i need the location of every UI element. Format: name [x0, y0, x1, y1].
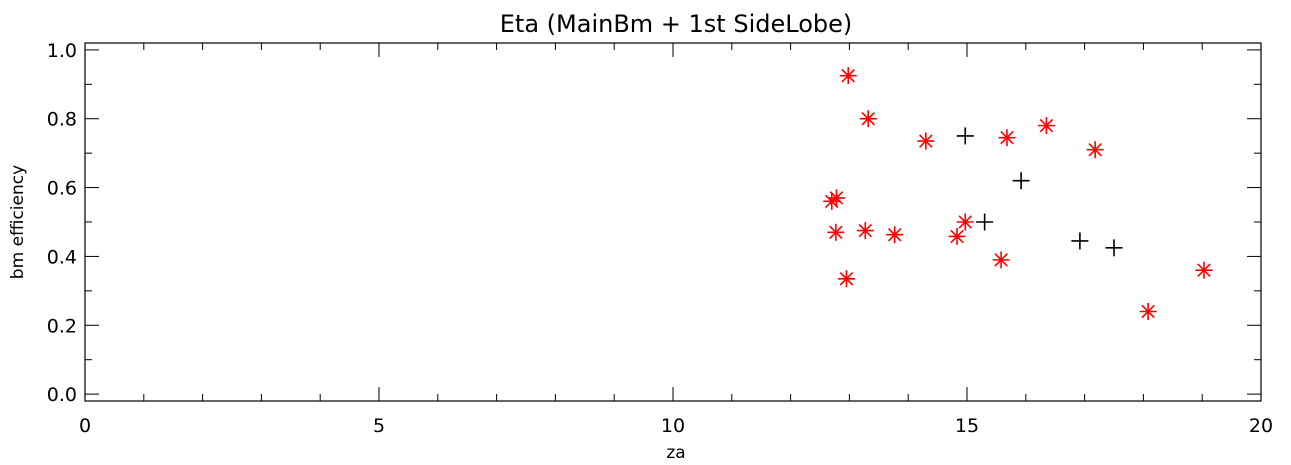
- plus-marker: [1071, 232, 1089, 250]
- x-tick-label: 20: [1249, 415, 1273, 437]
- asterisk-marker: [837, 270, 855, 288]
- data-points: [823, 67, 1213, 320]
- asterisk-marker: [948, 227, 966, 245]
- plus-marker: [1105, 239, 1123, 257]
- plot-frame: [84, 42, 1262, 402]
- asterisk-marker: [856, 222, 874, 240]
- y-tick-label: 1.0: [47, 40, 77, 62]
- asterisk-marker: [992, 251, 1010, 269]
- x-axis-ticks: [84, 43, 1262, 401]
- y-axis-ticks: [85, 49, 1261, 395]
- asterisk-marker: [886, 226, 904, 244]
- asterisk-marker: [917, 132, 935, 150]
- plus-marker: [1012, 172, 1030, 190]
- plus-marker: [956, 127, 974, 145]
- x-axis-tick-labels: 0 5 10 15 20: [79, 415, 1273, 437]
- asterisk-marker: [859, 110, 877, 128]
- y-tick-label: 0.4: [47, 246, 77, 268]
- asterisk-marker: [956, 213, 974, 231]
- asterisk-marker: [827, 223, 845, 241]
- asterisk-marker: [1139, 303, 1157, 320]
- asterisk-marker: [1037, 117, 1055, 135]
- x-axis-label: za: [666, 443, 685, 463]
- asterisk-marker: [998, 129, 1016, 147]
- x-tick-label: 15: [955, 415, 979, 437]
- asterisk-marker: [827, 189, 845, 207]
- x-tick-label: 5: [373, 415, 385, 437]
- chart-title: Eta (MainBm + 1st SideLobe): [500, 10, 853, 38]
- x-tick-label: 10: [661, 415, 685, 437]
- y-axis-tick-labels: 0.0 0.2 0.4 0.6 0.8 1.0: [47, 40, 77, 406]
- x-tick-label: 0: [79, 415, 91, 437]
- asterisk-marker: [1086, 141, 1104, 159]
- asterisk-marker: [839, 67, 857, 85]
- y-tick-label: 0.6: [47, 178, 77, 200]
- y-tick-label: 0.2: [47, 315, 77, 337]
- asterisk-marker: [823, 192, 841, 210]
- y-tick-label: 0.0: [47, 384, 77, 406]
- y-tick-label: 0.8: [47, 109, 77, 131]
- asterisk-marker: [1195, 261, 1213, 279]
- y-axis-label: bm efficiency: [8, 165, 28, 279]
- plus-marker: [976, 213, 994, 231]
